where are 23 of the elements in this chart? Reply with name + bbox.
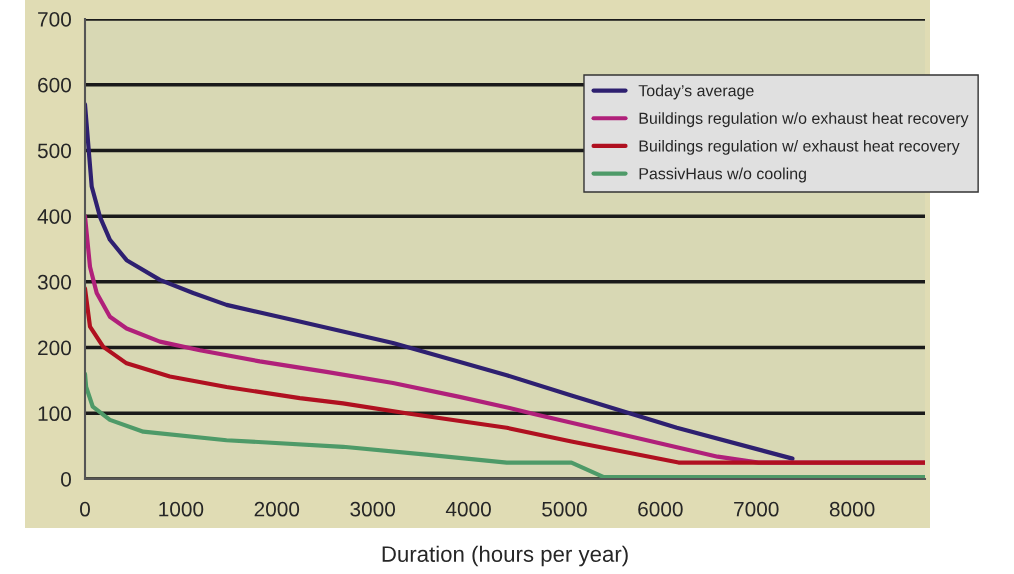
y-tick-label: 600 <box>38 77 71 93</box>
x-axis-title: Duration (hours per year) <box>382 545 628 567</box>
line-series <box>85 286 925 465</box>
legend-label: PassivHaus w/o cooling <box>639 167 806 183</box>
y-tick-label: 100 <box>38 406 71 422</box>
legend-label: Buildings regulation w/ exhaust heat recovery <box>639 139 960 155</box>
x-tick-label: 6000 <box>638 501 683 517</box>
y-tick-label: 300 <box>37 274 71 290</box>
x-tick-label: 4000 <box>445 501 491 517</box>
legend-label: Today’s average <box>638 84 754 100</box>
x-tick-label: 1000 <box>159 501 204 517</box>
legend-label: Buildings regulation w/o exhaust heat recovery <box>639 112 969 128</box>
x-tick-label: 2000 <box>254 501 300 517</box>
x-tick-label: 3000 <box>350 501 396 517</box>
x-tick-label: 0 <box>80 501 90 517</box>
y-tick-label: 700 <box>38 12 71 27</box>
x-tick-label: 7000 <box>734 501 779 517</box>
y-tick-label: 200 <box>38 340 71 356</box>
y-tick-label: 400 <box>37 209 71 224</box>
y-tick-label: 500 <box>37 143 71 159</box>
y-tick-label: 0 <box>61 472 71 487</box>
x-tick-label: 8000 <box>829 501 875 517</box>
x-tick-label: 5000 <box>542 501 587 517</box>
